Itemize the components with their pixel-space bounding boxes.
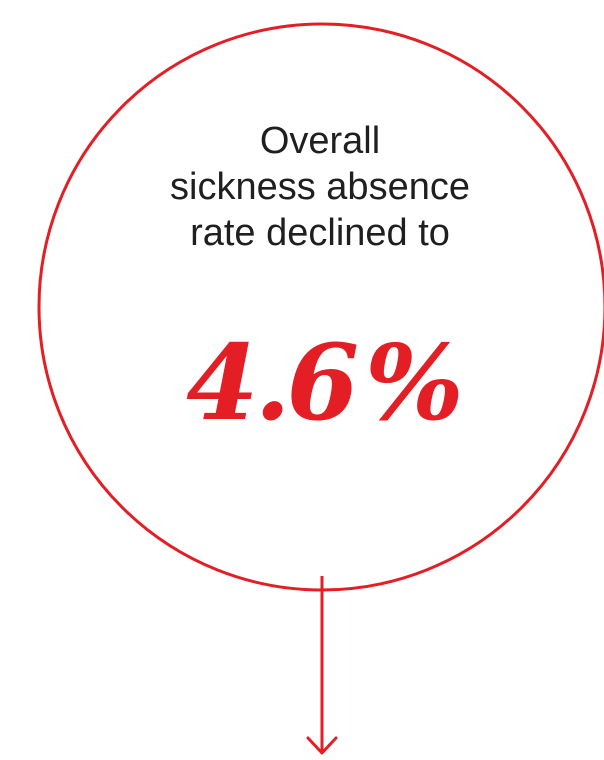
- headline-text: Overall sickness absence rate declined t…: [95, 118, 545, 256]
- highlight-circle: [37, 22, 604, 592]
- headline-line-3: rate declined to: [190, 212, 450, 254]
- headline-line-1: Overall: [259, 120, 381, 162]
- stat-unit: %: [365, 321, 464, 444]
- arrowhead-icon: [306, 736, 338, 755]
- stat-value: 4.6: [186, 321, 359, 444]
- stat-value-block: 4.6%: [100, 318, 550, 448]
- headline-line-2: sickness absence: [170, 166, 470, 208]
